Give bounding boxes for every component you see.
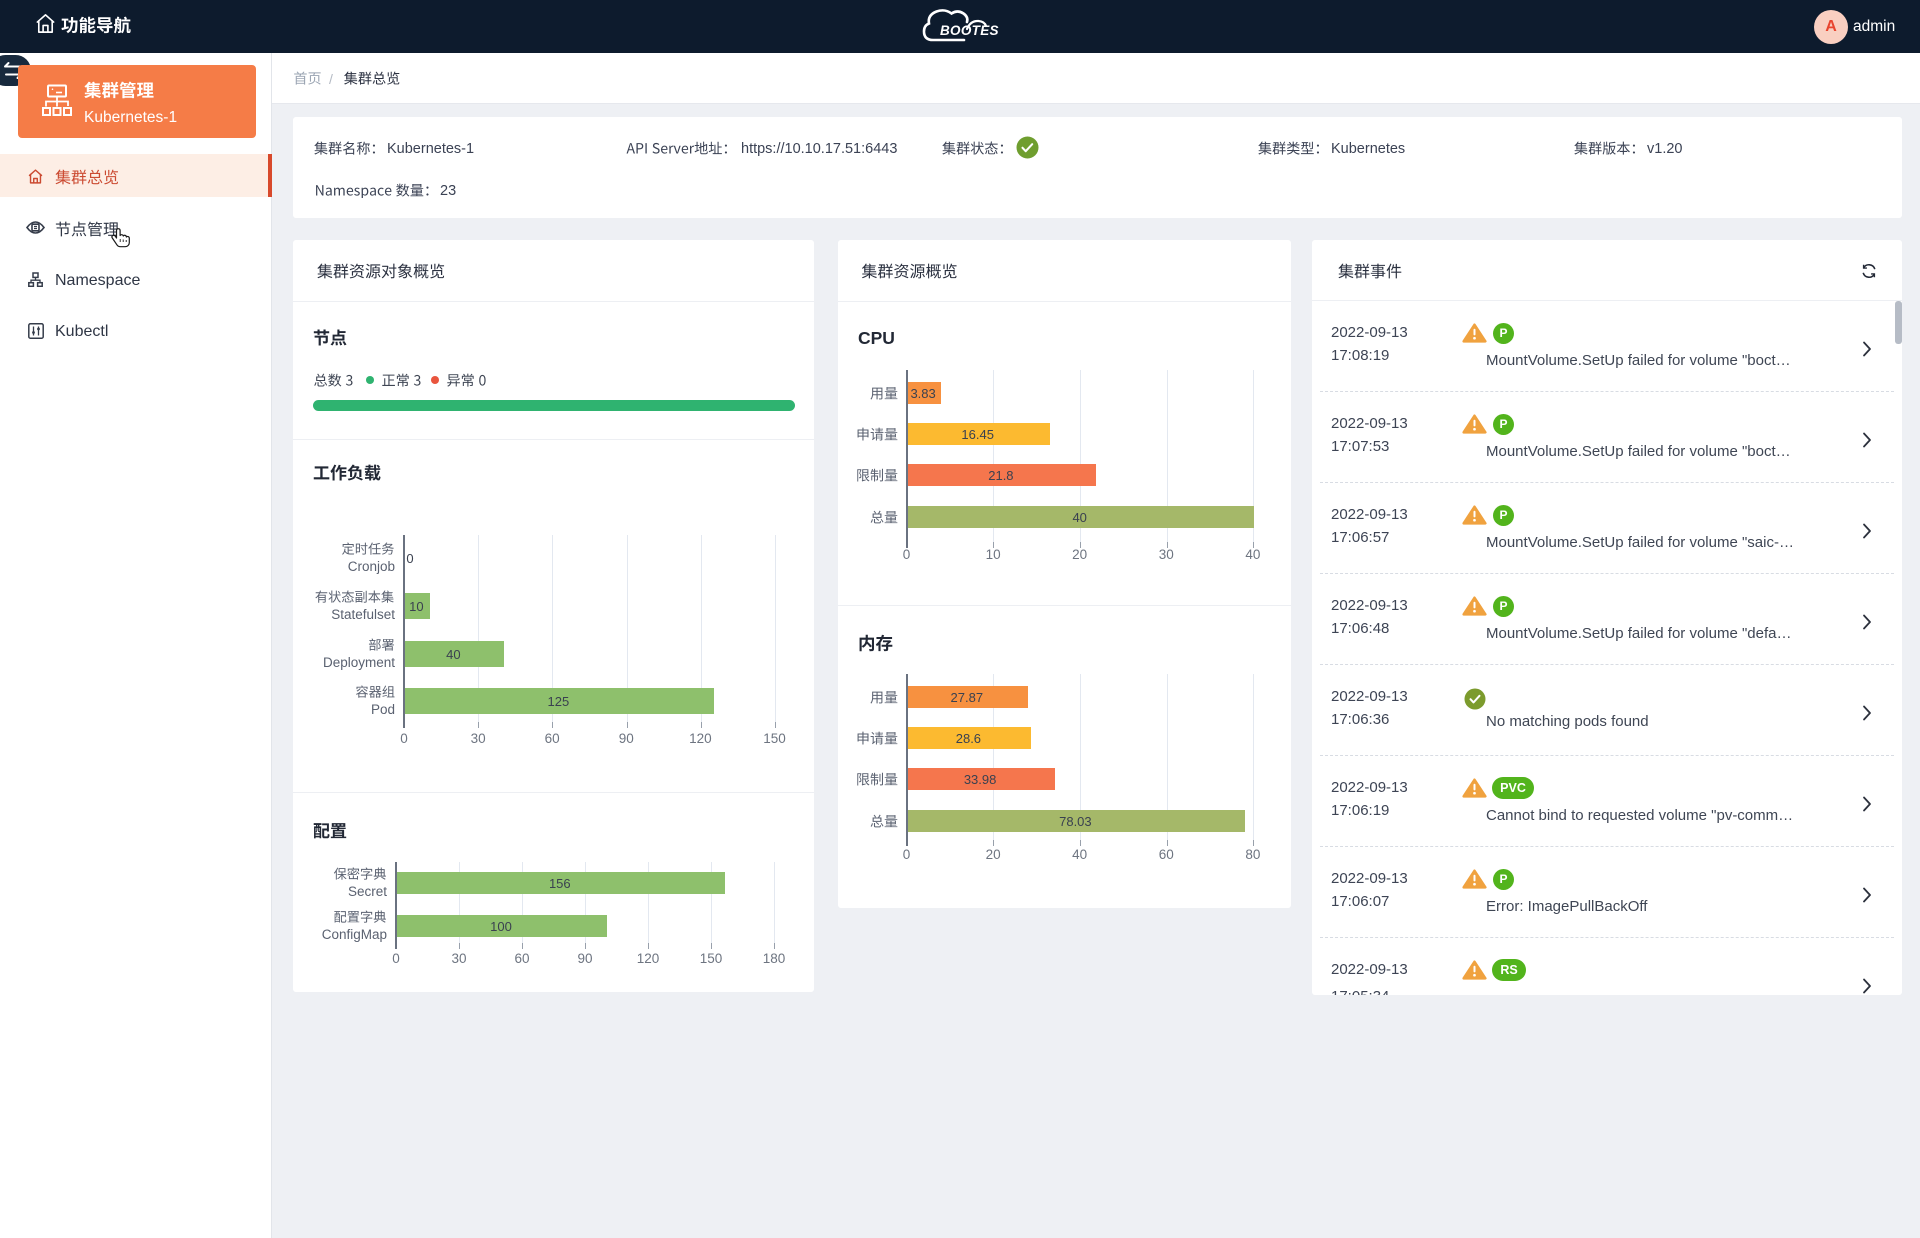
svg-text:BOOTES: BOOTES xyxy=(940,23,999,38)
